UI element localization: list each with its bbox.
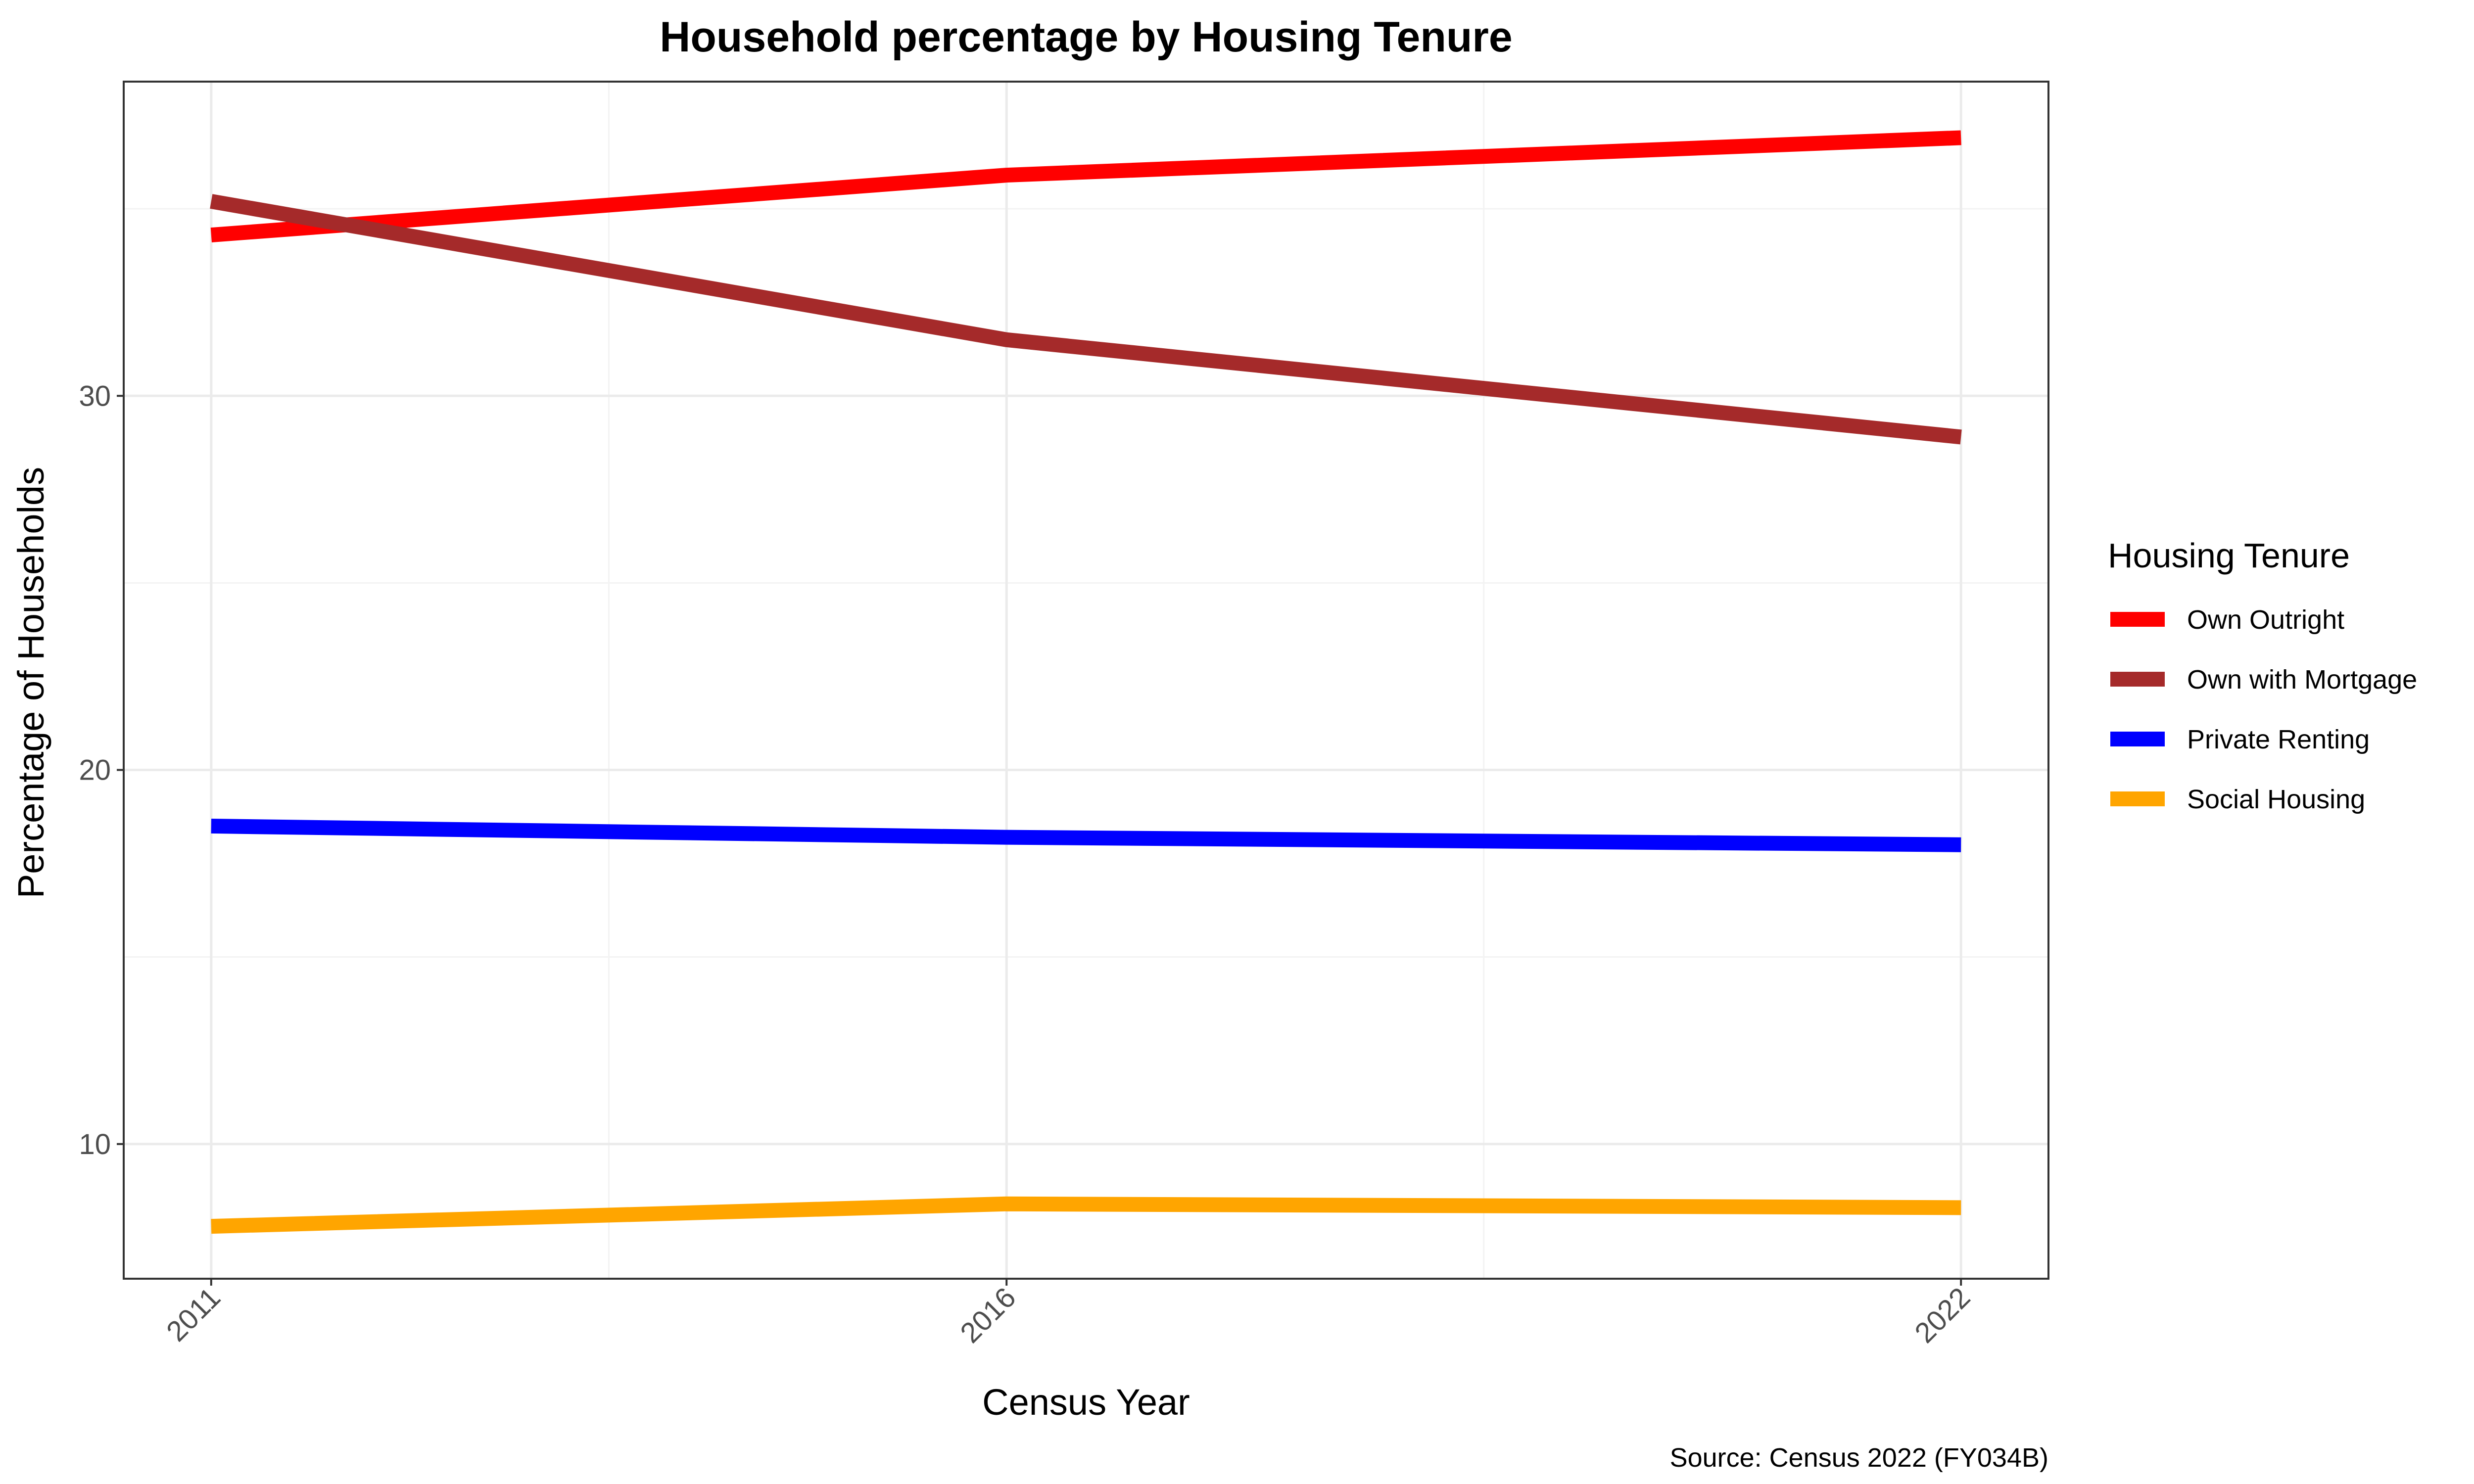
y-axis-ticks: 10 20 30 xyxy=(79,380,124,1160)
x-axis-ticks: 2011 2016 2022 xyxy=(160,1279,1976,1349)
legend-label-private-renting: Private Renting xyxy=(2187,725,2370,754)
major-x-gridlines xyxy=(210,82,1962,1279)
series-line-social-housing xyxy=(211,1196,1961,1234)
y-tick-label: 30 xyxy=(79,380,111,412)
legend-label-own-outright: Own Outright xyxy=(2187,605,2344,635)
x-tick-label: 2022 xyxy=(1908,1281,1976,1349)
legend: Own Outright Own with Mortgage Private Ren… xyxy=(2110,605,2417,814)
legend-label-social-housing: Social Housing xyxy=(2187,785,2365,814)
series-line-own-outright xyxy=(210,130,1961,243)
x-tick-label: 2016 xyxy=(954,1281,1022,1349)
x-axis-title: Census Year xyxy=(982,1382,1190,1423)
x-tick-label: 2011 xyxy=(160,1281,227,1347)
legend-label-own-with-mortgage: Own with Mortgage xyxy=(2187,665,2417,695)
legend-title: Housing Tenure xyxy=(2108,536,2350,575)
series-line-private-renting xyxy=(211,818,1961,852)
plot-panel-border xyxy=(123,81,2049,1280)
series-lines xyxy=(210,130,1962,1234)
minor-x-gridlines xyxy=(608,82,1485,1279)
y-tick-label: 20 xyxy=(79,754,111,787)
y-axis-title: Percentage of Households xyxy=(10,467,51,898)
minor-y-gridlines xyxy=(124,208,2048,958)
y-tick-label: 10 xyxy=(79,1128,111,1160)
series-line-own-with-mortgage xyxy=(210,194,1962,445)
chart-title: Household percentage by Housing Tenure xyxy=(660,13,1512,61)
major-y-gridlines xyxy=(124,394,2048,1146)
source-caption: Source: Census 2022 (FY034B) xyxy=(1670,1443,2048,1473)
